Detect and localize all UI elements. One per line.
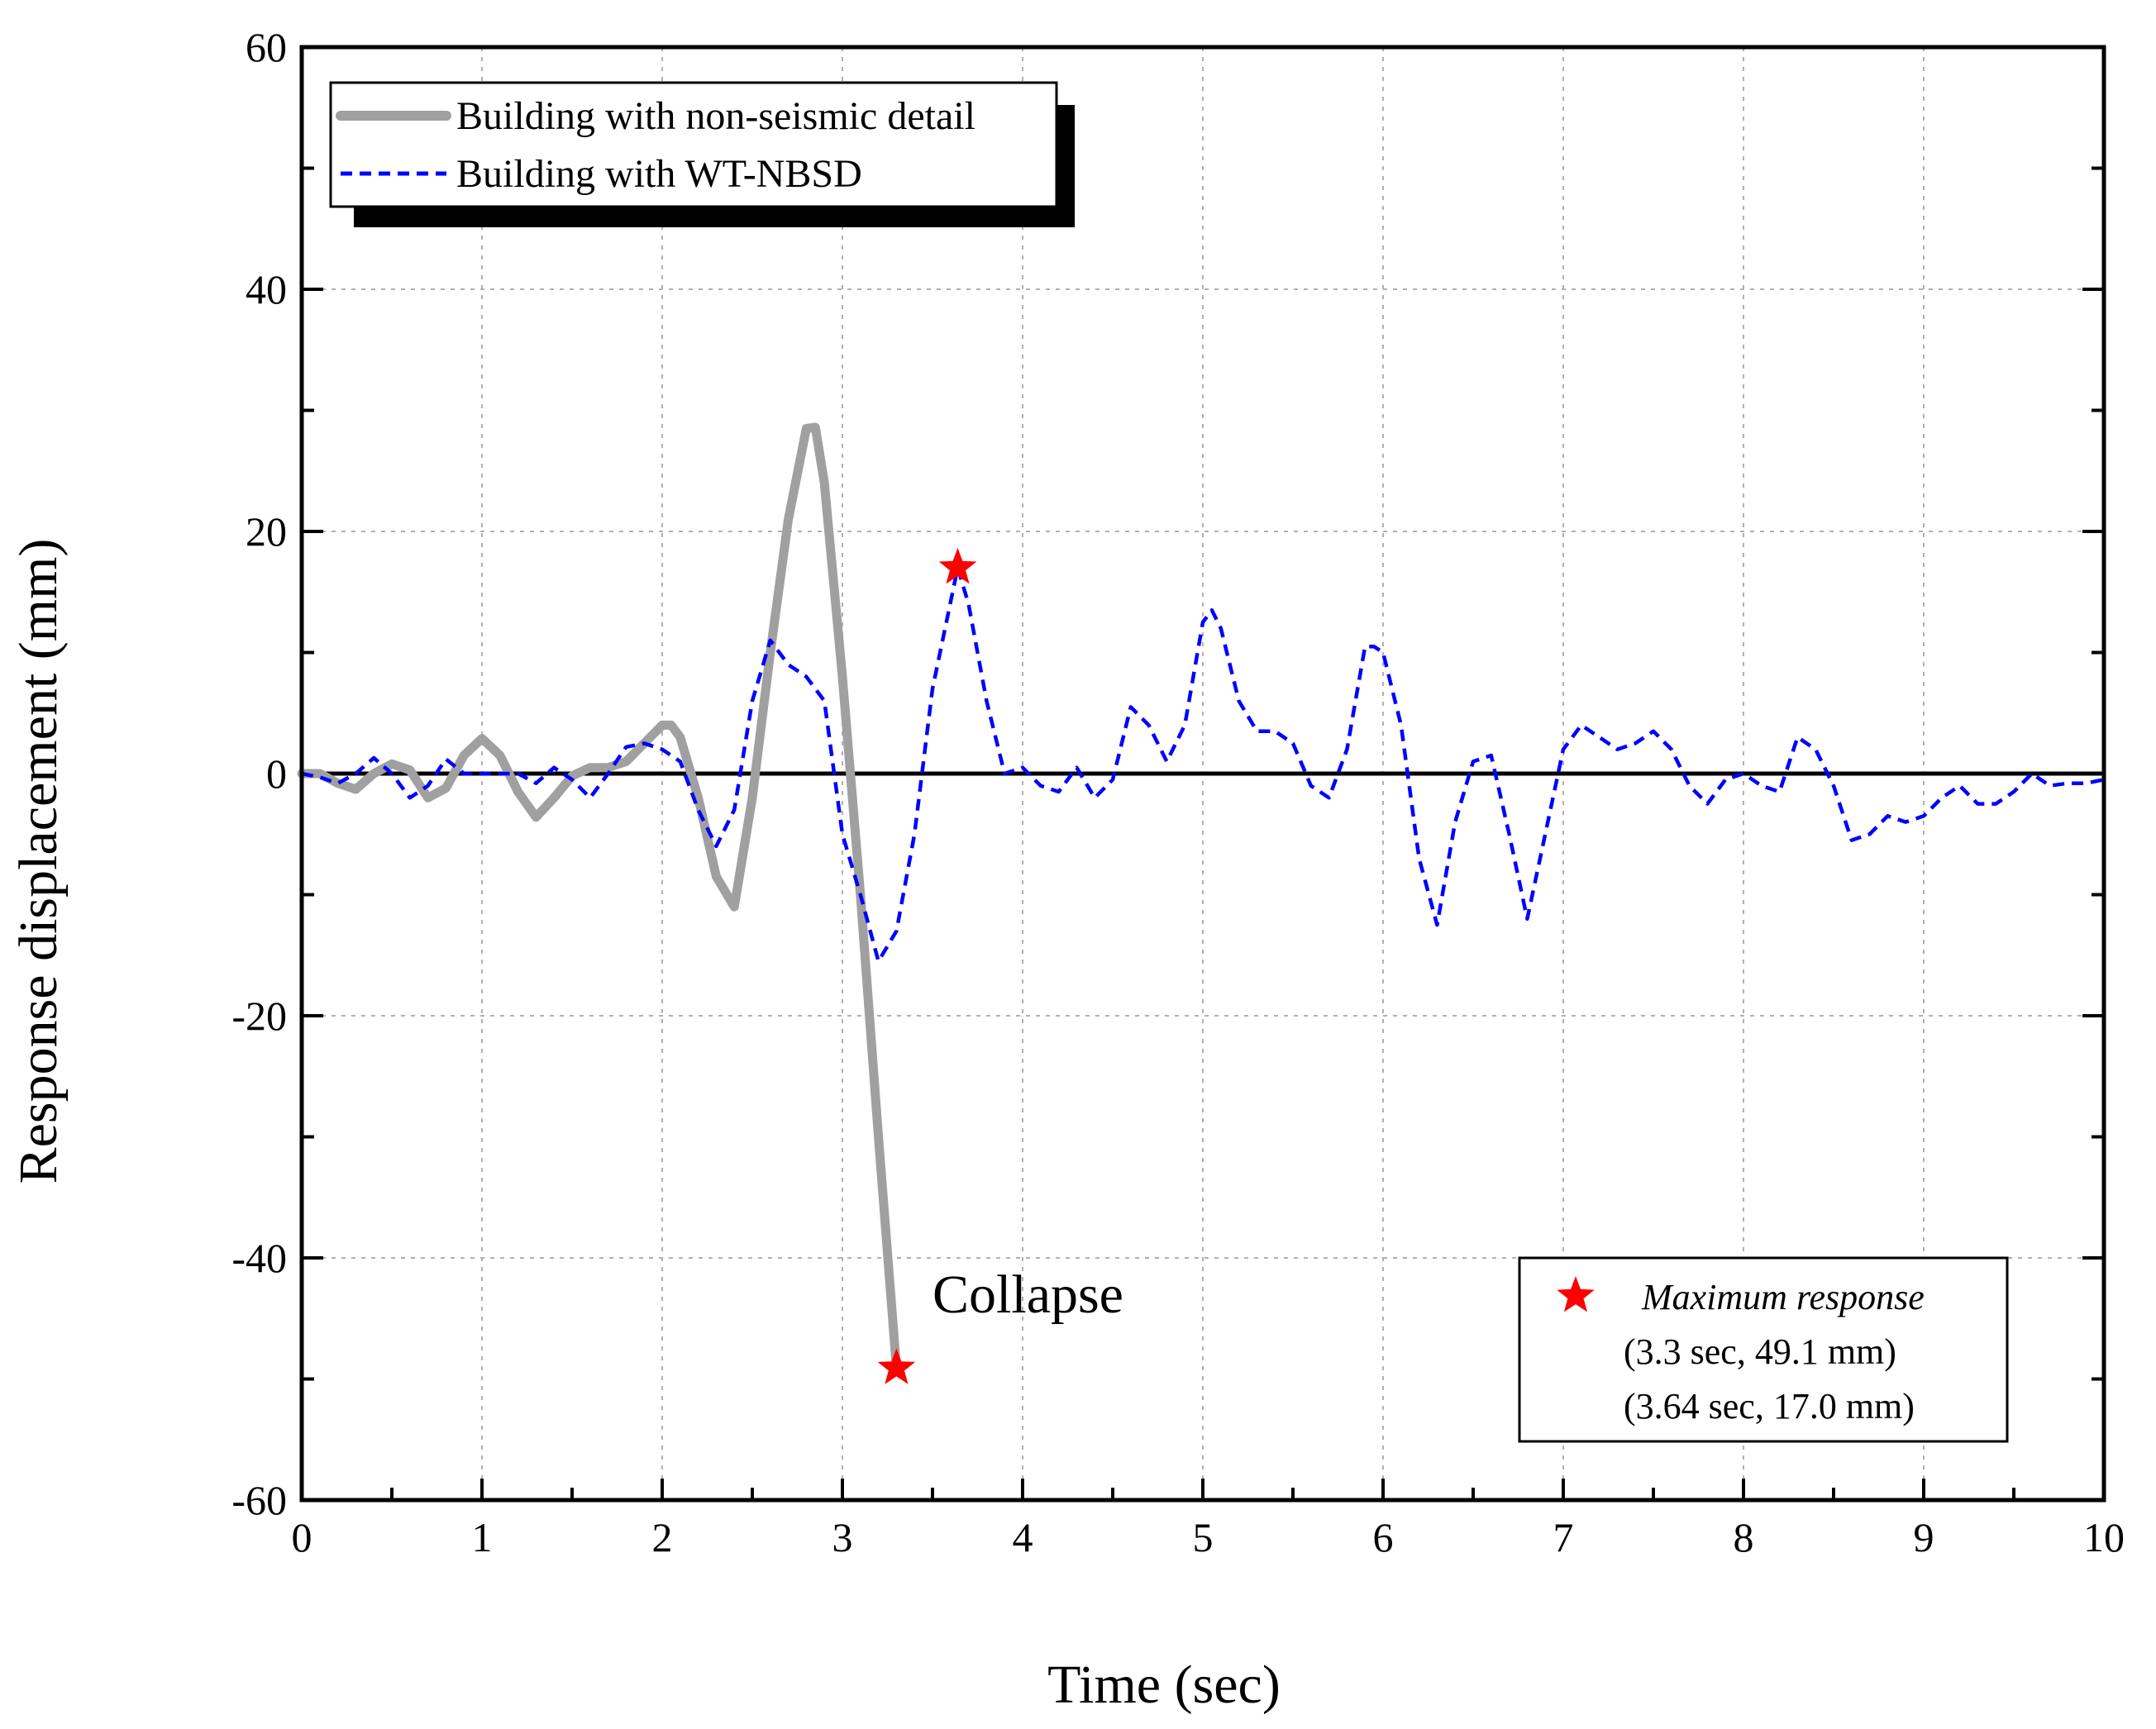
series-layer xyxy=(297,422,2105,1373)
max-response-box: Maximum response (3.3 sec, 49.1 mm) (3.6… xyxy=(1518,1256,2009,1443)
max-response-box-frame xyxy=(1518,1256,2009,1443)
y-tick-label: -40 xyxy=(231,1235,287,1281)
series-nonseismic-line xyxy=(297,422,901,1373)
max-response-line2: (3.64 sec, 17.0 mm) xyxy=(1624,1386,1915,1427)
x-tick-label: 9 xyxy=(1914,1514,1934,1560)
y-tick-label: 0 xyxy=(266,750,287,797)
legend: Building with non-seismic detail Buildin… xyxy=(329,81,1075,227)
x-tick-label: 7 xyxy=(1553,1514,1574,1560)
x-tick-label: 0 xyxy=(292,1514,312,1560)
max-response-marker xyxy=(877,1348,916,1384)
max-response-line1: (3.3 sec, 49.1 mm) xyxy=(1624,1331,1896,1372)
y-tick-label: -20 xyxy=(231,993,287,1039)
x-tick-label: 8 xyxy=(1734,1514,1754,1560)
x-axis-title: Time (sec) xyxy=(1047,1655,1281,1715)
legend-label-wtnbsd: Building with WT-NBSD xyxy=(456,152,862,196)
legend-box xyxy=(329,81,1058,208)
max-markers xyxy=(877,547,977,1384)
y-tick-label: -60 xyxy=(231,1477,287,1523)
y-tick-label: 20 xyxy=(246,508,287,555)
max-response-marker xyxy=(938,547,977,584)
collapse-label: Collapse xyxy=(933,1265,1123,1325)
y-axis-title: Response displacement (mm) xyxy=(8,539,69,1184)
max-response-title: Maximum response xyxy=(1641,1277,1925,1317)
y-tick-label: 40 xyxy=(246,266,287,312)
x-tick-label: 6 xyxy=(1373,1514,1394,1560)
tick-labels: 0 1 2 3 4 5 6 7 8 9 10 -60 -40 -20 0 20 40 60 xyxy=(231,24,2125,1560)
x-tick-label: 1 xyxy=(472,1514,493,1560)
x-tick-label: 3 xyxy=(832,1514,853,1560)
max-response-star-icon xyxy=(1557,1276,1595,1312)
legend-label-nonseismic: Building with non-seismic detail xyxy=(456,94,975,138)
series-wtnbsd-line xyxy=(301,565,2105,964)
x-tick-label: 4 xyxy=(1013,1514,1033,1560)
plot-frame xyxy=(299,45,2106,1503)
x-tick-label: 10 xyxy=(2083,1514,2125,1560)
x-tick-label: 5 xyxy=(1193,1514,1214,1560)
y-tick-label: 60 xyxy=(246,24,287,70)
x-tick-label: 2 xyxy=(652,1514,673,1560)
